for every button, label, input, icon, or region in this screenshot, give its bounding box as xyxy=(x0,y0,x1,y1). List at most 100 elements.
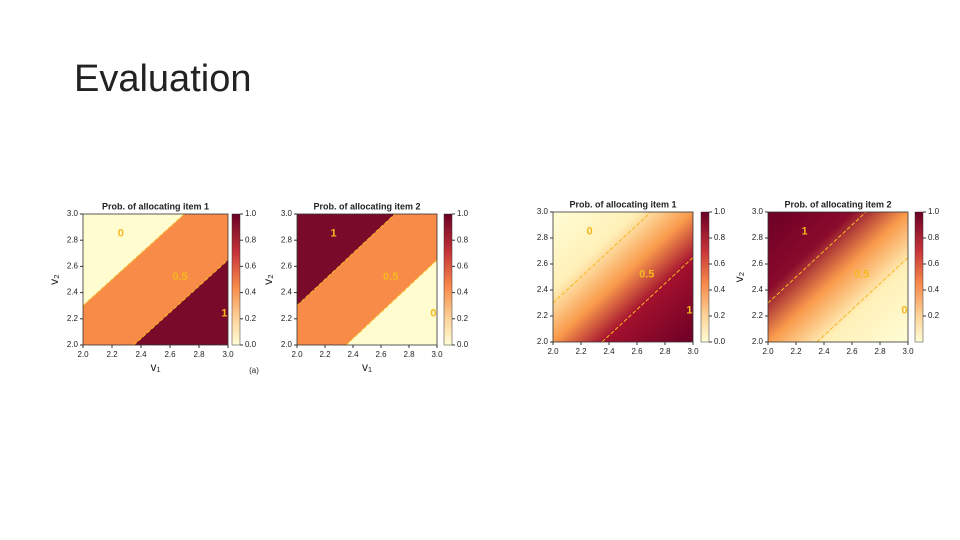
colorbar-tick-label: 0.2 xyxy=(714,311,726,320)
colorbar xyxy=(443,213,453,346)
y-tick-label: 2.6 xyxy=(67,262,79,271)
boundary xyxy=(767,211,867,304)
heatmap xyxy=(768,212,908,342)
y-axis-label: v₂ xyxy=(47,274,61,285)
y-tick-label: 2.2 xyxy=(67,314,79,323)
x-tick-label: 3.0 xyxy=(687,347,699,356)
x-axis-label: v₁ xyxy=(362,360,372,374)
boundary xyxy=(345,259,438,346)
y-axis-label: v₂ xyxy=(261,274,275,285)
region-label: 0 xyxy=(586,225,592,237)
y-tick-label: 2.8 xyxy=(281,235,293,244)
region-label: 0 xyxy=(118,228,124,240)
boundary xyxy=(82,213,185,307)
region-band xyxy=(83,214,228,345)
y-tick-label: 2.2 xyxy=(537,311,549,320)
y-axis-label: v₂ xyxy=(732,271,746,282)
region-label: 0.5 xyxy=(639,268,654,280)
y-tick-label: 2.6 xyxy=(537,259,549,268)
y-tick-label: 3.0 xyxy=(281,209,293,218)
x-tick-label: 2.6 xyxy=(375,350,387,359)
x-tick-label: 2.2 xyxy=(790,347,802,356)
panel-title: Prob. of allocating item 1 xyxy=(569,199,676,209)
region-label: 0.5 xyxy=(172,271,187,283)
y-tick-label: 2.6 xyxy=(752,259,764,268)
x-tick-label: 2.2 xyxy=(106,350,118,359)
x-tick-label: 2.4 xyxy=(603,347,615,356)
y-tick-label: 2.4 xyxy=(537,285,549,294)
x-tick-label: 2.0 xyxy=(291,350,303,359)
y-tick-label: 2.8 xyxy=(752,233,764,242)
colorbar-tick-label: 0.2 xyxy=(928,311,940,320)
slide-title: Evaluation xyxy=(74,58,252,100)
y-tick-label: 2.4 xyxy=(67,288,79,297)
y-tick-label: 2.8 xyxy=(537,233,549,242)
x-tick-label: 2.0 xyxy=(547,347,559,356)
colorbar-tick-label: 0.6 xyxy=(928,259,940,268)
x-tick-label: 2.8 xyxy=(193,350,205,359)
x-tick-label: 2.6 xyxy=(846,347,858,356)
y-tick-label: 2.8 xyxy=(67,235,79,244)
region-label: 1 xyxy=(330,228,336,240)
colorbar-tick-label: 1.0 xyxy=(928,207,940,216)
x-tick-label: 2.8 xyxy=(874,347,886,356)
x-tick-label: 2.0 xyxy=(762,347,774,356)
x-tick-label: 2.8 xyxy=(659,347,671,356)
y-tick-label: 2.4 xyxy=(281,288,293,297)
boundary xyxy=(133,259,229,346)
y-tick-label: 3.0 xyxy=(67,209,79,218)
region-label: 1 xyxy=(221,307,227,319)
plot-frame xyxy=(767,211,909,343)
x-tick-label: 2.0 xyxy=(77,350,89,359)
region-label: 1 xyxy=(686,305,692,317)
x-tick-label: 3.0 xyxy=(902,347,914,356)
colorbar-tick-label: 0.0 xyxy=(457,340,469,349)
region-label: 0 xyxy=(430,307,436,319)
panel-title: Prob. of allocating item 2 xyxy=(784,199,891,209)
colorbar-tick-label: 0.6 xyxy=(457,262,469,271)
y-tick-label: 2.2 xyxy=(752,311,764,320)
colorbar-tick-label: 0.6 xyxy=(245,262,257,271)
y-tick-label: 3.0 xyxy=(752,207,764,216)
plot-frame xyxy=(296,213,438,346)
colorbar xyxy=(700,211,710,343)
colorbar-tick-label: 1.0 xyxy=(714,207,726,216)
colorbar-tick-label: 0.4 xyxy=(714,285,726,294)
y-tick-label: 2.0 xyxy=(281,340,293,349)
colorbar-tick-label: 0.2 xyxy=(457,314,469,323)
boundary xyxy=(816,257,909,343)
region-label: 0 xyxy=(901,305,907,317)
colorbar-tick-label: 0.8 xyxy=(928,233,940,242)
colorbar-tick-label: 0.6 xyxy=(714,259,726,268)
colorbar-tick-label: 0.4 xyxy=(928,285,940,294)
colorbar-tick-label: 0.2 xyxy=(245,314,257,323)
x-tick-label: 3.0 xyxy=(222,350,234,359)
panel-title: Prob. of allocating item 1 xyxy=(102,201,209,211)
heatmap xyxy=(553,212,693,342)
x-tick-label: 2.6 xyxy=(631,347,643,356)
boundary xyxy=(296,213,396,307)
plot-frame xyxy=(552,211,694,343)
colorbar xyxy=(914,211,924,343)
y-tick-label: 2.0 xyxy=(537,337,549,346)
y-tick-label: 2.2 xyxy=(281,314,293,323)
region-band xyxy=(297,214,437,345)
x-tick-label: 2.4 xyxy=(818,347,830,356)
x-tick-label: 2.6 xyxy=(164,350,176,359)
region-label: 0.5 xyxy=(383,271,398,283)
colorbar-tick-label: 0.0 xyxy=(245,340,257,349)
colorbar-tick-label: 0.0 xyxy=(714,337,726,346)
x-tick-label: 2.4 xyxy=(135,350,147,359)
panel-title: Prob. of allocating item 2 xyxy=(313,201,420,211)
colorbar-tick-label: 0.4 xyxy=(457,288,469,297)
region-lower xyxy=(133,259,228,345)
y-tick-label: 3.0 xyxy=(537,207,549,216)
colorbar-tick-label: 0.8 xyxy=(457,235,469,244)
boundary xyxy=(601,257,694,343)
plot-frame xyxy=(82,213,229,346)
colorbar-tick-label: 0.8 xyxy=(245,235,257,244)
x-tick-label: 2.8 xyxy=(403,350,415,359)
colorbar xyxy=(231,213,241,346)
